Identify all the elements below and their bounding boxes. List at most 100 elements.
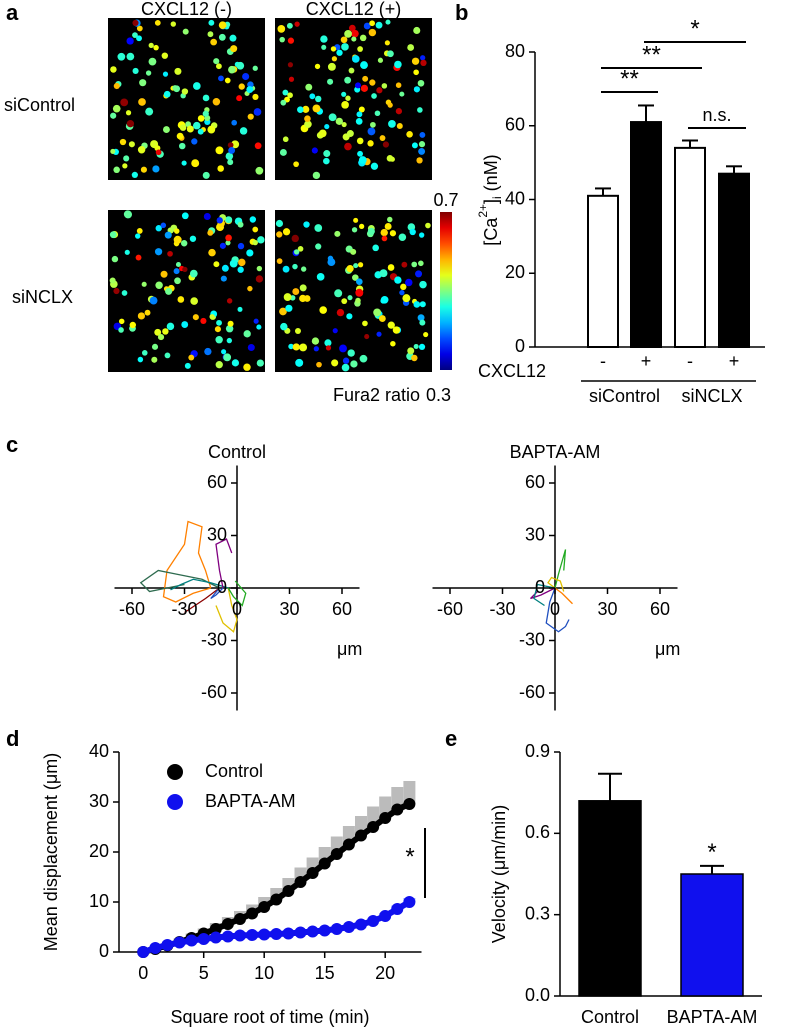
- cell: [125, 110, 132, 116]
- cell: [327, 62, 336, 71]
- cell: [327, 78, 334, 85]
- cell: [367, 227, 375, 235]
- cell: [182, 266, 188, 273]
- significance-label: *: [690, 15, 699, 42]
- cell: [192, 314, 199, 321]
- x-tick-label: 30: [279, 599, 299, 619]
- label-part: (nM): [481, 154, 501, 191]
- cell: [294, 328, 301, 335]
- cell: [294, 21, 300, 27]
- y-tick-label: -60: [201, 682, 227, 702]
- cell: [357, 262, 364, 268]
- colorbar-label: Fura2 ratio: [333, 385, 420, 405]
- point: [209, 923, 222, 935]
- point: [258, 928, 271, 941]
- column-label: CXCL12 (+): [306, 0, 402, 19]
- point: [270, 928, 283, 940]
- cell: [277, 25, 286, 33]
- cell: [231, 119, 238, 126]
- cell: [252, 65, 258, 71]
- point: [197, 933, 210, 945]
- cell: [405, 278, 413, 287]
- cell: [291, 234, 299, 243]
- cell: [135, 233, 141, 239]
- cell: [136, 25, 143, 32]
- cell: [325, 345, 332, 351]
- cell: [341, 121, 347, 128]
- cell: [370, 121, 376, 128]
- cell: [380, 295, 389, 304]
- cell: [188, 354, 195, 361]
- y-tick-label: 20: [89, 841, 109, 861]
- cell: [113, 287, 120, 295]
- cell: [163, 126, 170, 134]
- point: [246, 929, 259, 941]
- cell: [304, 120, 312, 129]
- x-tick-label: -60: [119, 599, 145, 619]
- cell: [139, 79, 147, 87]
- point: [403, 896, 416, 908]
- cell: [129, 321, 136, 329]
- point: [391, 903, 404, 915]
- cell: [151, 356, 158, 363]
- y-tick-label: -30: [519, 629, 545, 649]
- cell: [352, 274, 359, 281]
- y-tick-label: 0.3: [525, 903, 550, 923]
- cell: [247, 81, 254, 88]
- cell: [387, 102, 393, 108]
- panel-label: e: [445, 726, 457, 751]
- cell: [197, 115, 205, 122]
- cell: [341, 43, 349, 51]
- cell: [327, 255, 334, 262]
- cell: [418, 147, 426, 155]
- bar: [674, 146, 706, 348]
- track: [545, 587, 570, 633]
- cell: [161, 52, 169, 59]
- point: [294, 876, 307, 888]
- cell: [417, 79, 425, 87]
- cell: [120, 98, 129, 107]
- cell: [330, 46, 337, 52]
- cell: [154, 328, 162, 336]
- cell: [174, 228, 180, 234]
- significance-label: n.s.: [702, 105, 731, 125]
- x-tick-label: 0: [138, 963, 148, 983]
- cell: [378, 315, 386, 322]
- cell: [320, 35, 328, 43]
- cell: [346, 264, 354, 273]
- cell: [323, 150, 331, 158]
- row-label: siControl: [4, 95, 75, 115]
- cell: [411, 57, 420, 65]
- panel-label: b: [455, 0, 468, 25]
- cell: [368, 28, 377, 37]
- chart-title: Control: [208, 442, 266, 462]
- cell: [247, 113, 254, 120]
- x-tick-label: Control: [581, 1007, 639, 1027]
- cell: [336, 308, 345, 317]
- panel-label: a: [6, 0, 19, 25]
- cell: [419, 280, 427, 289]
- track: [170, 578, 229, 591]
- cell: [243, 363, 251, 371]
- track: [533, 583, 556, 607]
- cell: [387, 50, 394, 58]
- cell: [225, 240, 231, 246]
- y-axis-label: Velocity (μm/min): [489, 805, 509, 943]
- cell: [225, 234, 232, 242]
- cell: [350, 360, 358, 368]
- cell: [418, 260, 424, 267]
- cell: [384, 40, 390, 46]
- cell: [362, 75, 369, 82]
- x-tick-label: 60: [650, 599, 670, 619]
- cell: [282, 228, 291, 236]
- cell: [323, 157, 330, 165]
- cell: [411, 142, 418, 149]
- cell: [282, 89, 289, 96]
- point: [318, 924, 331, 937]
- cell: [215, 361, 223, 369]
- label-part: 2+: [476, 204, 490, 218]
- x-tick-label: 60: [332, 599, 352, 619]
- cell: [179, 142, 186, 150]
- cell: [212, 98, 221, 106]
- cell: [288, 76, 295, 82]
